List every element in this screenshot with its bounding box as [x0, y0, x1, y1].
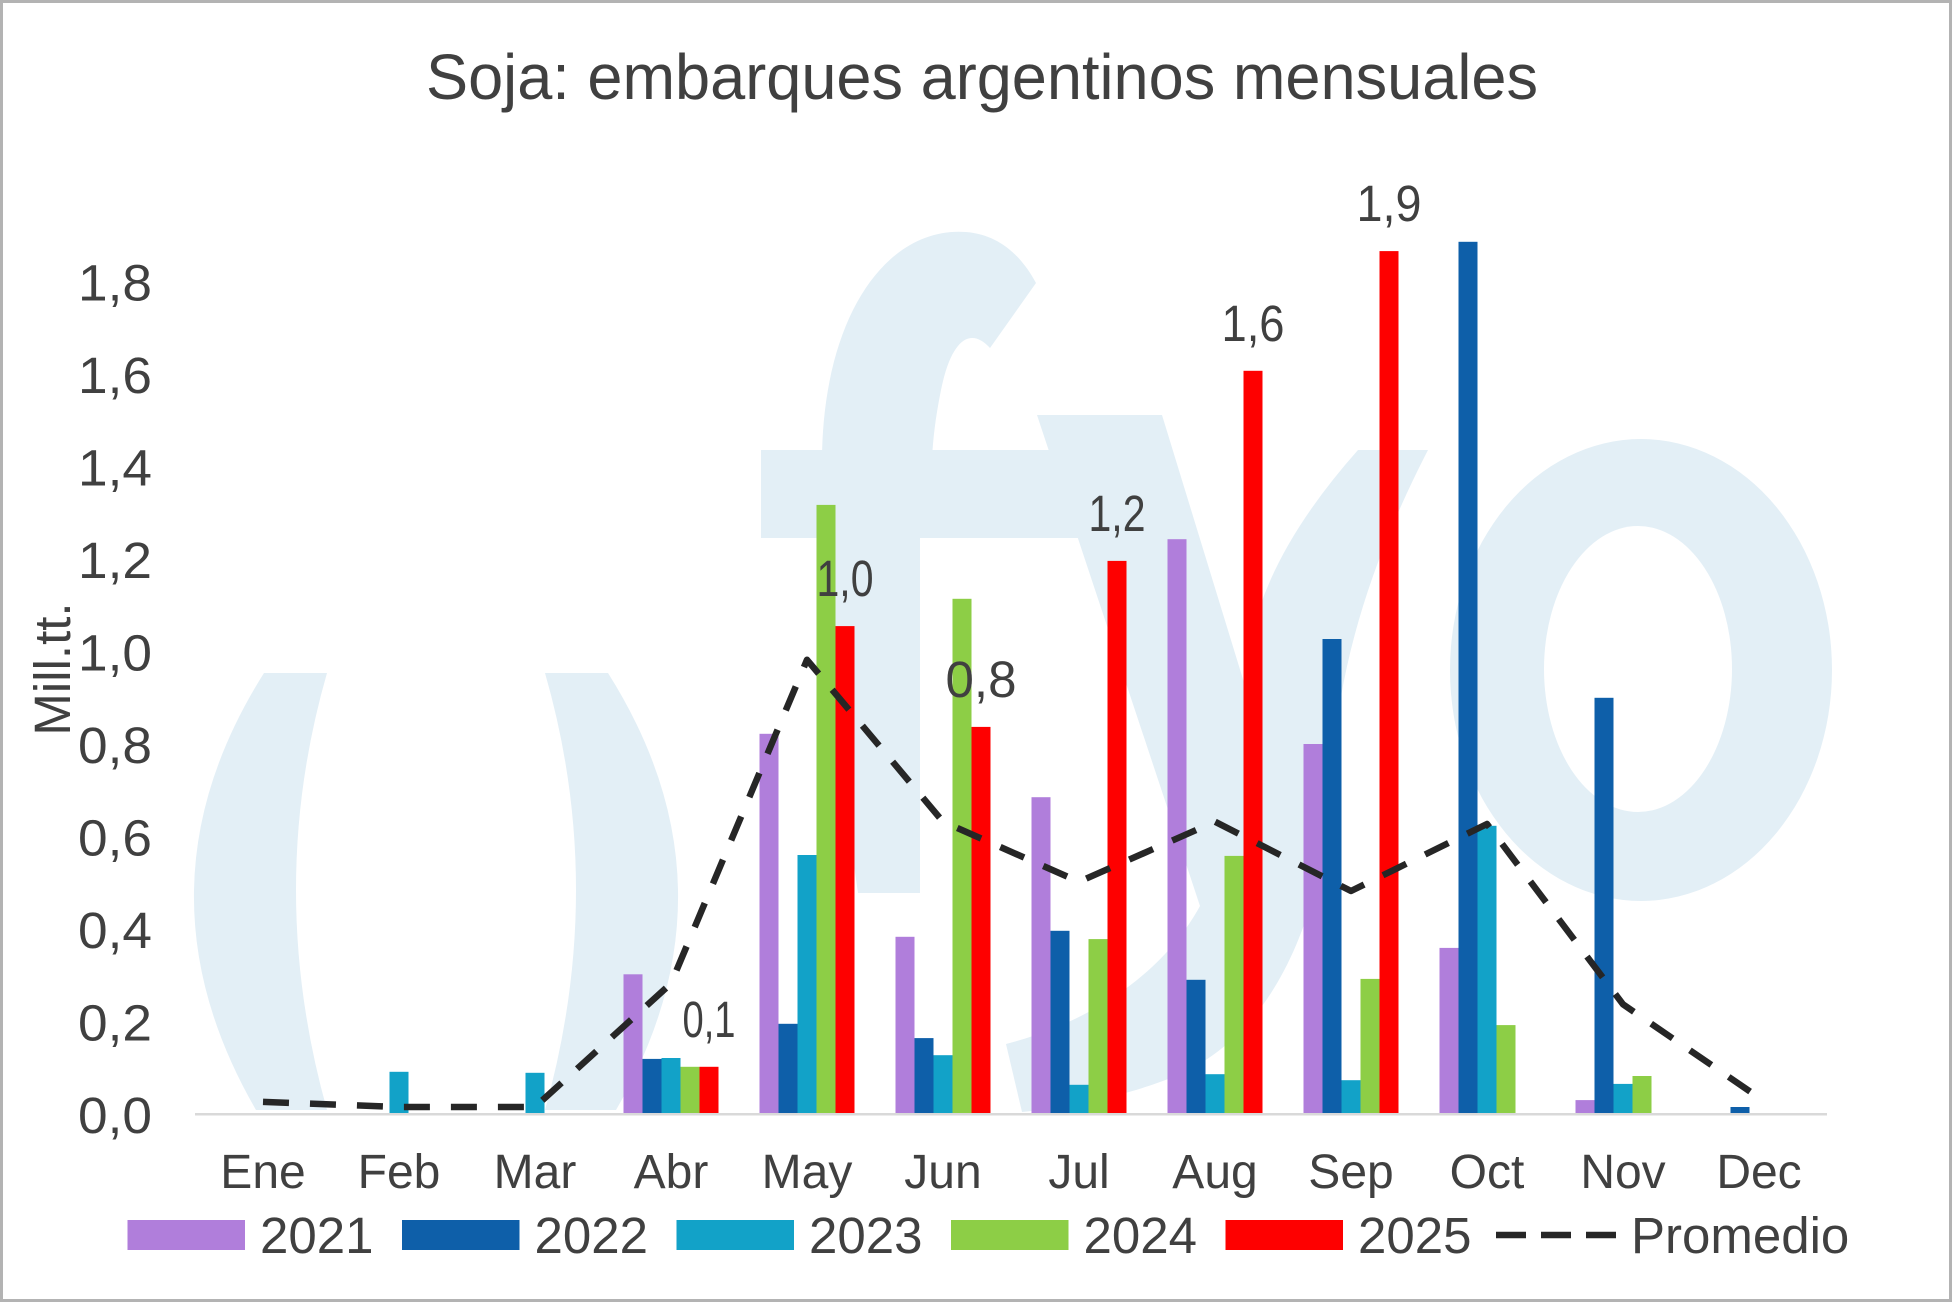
svg-text:Nov: Nov — [1580, 1146, 1665, 1199]
svg-text:2022: 2022 — [535, 1207, 648, 1264]
svg-text:1,9: 1,9 — [1357, 175, 1422, 232]
svg-text:Aug: Aug — [1172, 1146, 1257, 1199]
svg-text:Soja: embarques argentinos men: Soja: embarques argentinos mensuales — [426, 41, 1538, 113]
svg-text:1,6: 1,6 — [78, 347, 152, 404]
svg-text:Mar: Mar — [494, 1146, 577, 1199]
svg-text:2021: 2021 — [260, 1207, 373, 1264]
svg-text:Ene: Ene — [220, 1146, 305, 1199]
svg-text:0,6: 0,6 — [78, 810, 152, 867]
svg-text:Jun: Jun — [904, 1146, 981, 1199]
svg-text:Abr: Abr — [634, 1146, 709, 1199]
svg-text:1,6: 1,6 — [1222, 295, 1285, 352]
svg-text:1,2: 1,2 — [78, 532, 152, 589]
svg-text:0,2: 0,2 — [78, 995, 152, 1052]
svg-text:May: May — [762, 1146, 853, 1199]
svg-text:1,0: 1,0 — [817, 550, 874, 607]
svg-text:Jul: Jul — [1048, 1146, 1109, 1199]
svg-text:Sep: Sep — [1308, 1146, 1393, 1199]
svg-text:2023: 2023 — [809, 1207, 922, 1264]
svg-text:1,4: 1,4 — [78, 440, 152, 497]
svg-text:Feb: Feb — [358, 1146, 441, 1199]
svg-text:0,1: 0,1 — [683, 991, 736, 1048]
svg-text:Mill.tt.: Mill.tt. — [24, 602, 81, 735]
svg-text:2024: 2024 — [1084, 1207, 1197, 1264]
svg-text:0,4: 0,4 — [78, 902, 152, 959]
svg-text:1,8: 1,8 — [78, 255, 152, 312]
svg-text:Promedio: Promedio — [1631, 1207, 1849, 1264]
svg-text:Dec: Dec — [1716, 1146, 1801, 1199]
svg-text:0,0: 0,0 — [78, 1087, 152, 1144]
svg-text:0,8: 0,8 — [78, 717, 152, 774]
svg-text:1,2: 1,2 — [1089, 485, 1146, 542]
svg-text:0,8: 0,8 — [946, 651, 1017, 708]
svg-text:2025: 2025 — [1358, 1207, 1471, 1264]
svg-text:1,0: 1,0 — [78, 625, 152, 682]
svg-text:Oct: Oct — [1450, 1146, 1525, 1199]
